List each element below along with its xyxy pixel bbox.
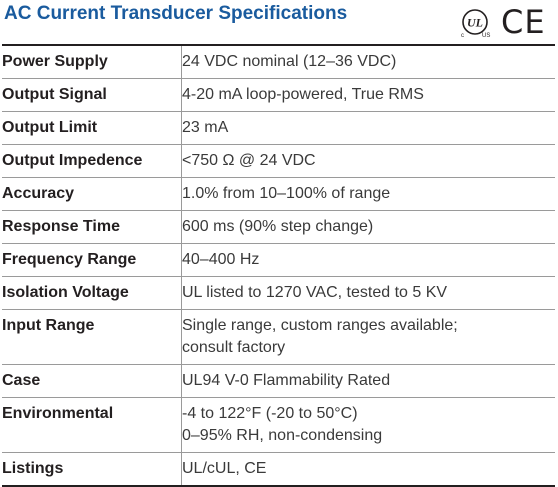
spec-label: Frequency Range (2, 251, 137, 268)
spec-row: Environmental -4 to 122°F (-20 to 50°C) 0… (2, 397, 555, 453)
spec-label: Case (2, 372, 41, 389)
spec-value-line2: consult factory (182, 339, 286, 356)
ul-mark-c: c (461, 33, 464, 38)
spec-value-cell: 4-20 mA loop-powered, True RMS (181, 78, 555, 112)
ce-mark-letters: CE (501, 5, 546, 37)
spec-label-cell: Output Limit (2, 111, 182, 145)
spec-label: Output Impedence (2, 152, 143, 169)
spec-label-cell: Frequency Range (2, 243, 182, 277)
spec-label: Input Range (2, 317, 95, 334)
ul-mark-us: US (482, 33, 490, 38)
ce-mark-icon: CE (501, 5, 546, 37)
spec-value-cell: UL/cUL, CE (182, 453, 556, 487)
spec-row: Output Signal 4-20 mA loop-powered, True… (2, 78, 555, 112)
ul-listing-mark-icon: UL c US (461, 9, 490, 38)
spec-row: Listings UL/cUL, CE (2, 452, 556, 487)
spec-value-cell: 40–400 Hz (181, 243, 555, 277)
spec-value-cell: 600 ms (90% step change) (181, 210, 555, 244)
spec-value: UL94 V-0 Flammability Rated (182, 372, 391, 389)
spec-label: Listings (2, 460, 64, 477)
ul-mark-letters: UL (467, 16, 483, 30)
spec-value-cell: UL listed to 1270 VAC, tested to 5 KV (181, 276, 555, 310)
spec-label: Isolation Voltage (2, 284, 129, 301)
spec-value: Single range, custom ranges available; (182, 317, 458, 334)
spec-label-cell: Environmental (2, 397, 182, 453)
spec-value: UL listed to 1270 VAC, tested to 5 KV (182, 284, 448, 301)
spec-label-cell: Input Range (2, 309, 182, 365)
spec-label: Output Limit (2, 119, 98, 136)
spec-row: Input Range Single range, custom ranges … (2, 309, 555, 365)
spec-row: Frequency Range 40–400 Hz (2, 243, 555, 277)
spec-label: Power Supply (2, 53, 108, 70)
spec-row: Case UL94 V-0 Flammability Rated (2, 364, 555, 398)
spec-value-cell: 1.0% from 10–100% of range (181, 177, 555, 211)
spec-label-cell: Case (2, 364, 182, 398)
spec-label-cell: Output Signal (2, 78, 182, 112)
page-title: AC Current Transducer Specifications (4, 3, 348, 24)
spec-label: Response Time (2, 218, 120, 235)
spec-value: 1.0% from 10–100% of range (182, 185, 391, 202)
spec-label-cell: Output Impedence (2, 144, 182, 178)
spec-value-cell: UL94 V-0 Flammability Rated (181, 364, 555, 398)
spec-label-cell: Listings (2, 452, 182, 486)
spec-label: Environmental (2, 405, 114, 422)
spec-value: 24 VDC nominal (12–36 VDC) (182, 53, 397, 70)
spec-row: Isolation Voltage UL listed to 1270 VAC,… (2, 276, 555, 310)
spec-label-cell: Response Time (2, 210, 182, 244)
spec-value: 40–400 Hz (182, 251, 260, 268)
spec-value-line2: 0–95% RH, non-condensing (182, 427, 383, 444)
spec-value-cell: <750 Ω @ 24 VDC (181, 144, 555, 178)
spec-value: -4 to 122°F (-20 to 50°C) (182, 405, 358, 422)
spec-label-cell: Isolation Voltage (2, 276, 182, 310)
spec-value: UL/cUL, CE (182, 460, 267, 477)
spec-row: Accuracy 1.0% from 10–100% of range (2, 177, 555, 211)
spec-value-cell: Single range, custom ranges available; co… (181, 309, 555, 365)
spec-value: 4-20 mA loop-powered, True RMS (182, 86, 424, 103)
spec-row: Output Impedence <750 Ω @ 24 VDC (2, 144, 555, 178)
spec-value: 23 mA (182, 119, 229, 136)
spec-row: Response Time 600 ms (90% step change) (2, 210, 555, 244)
spec-label: Accuracy (2, 185, 75, 202)
spec-label: Output Signal (2, 86, 107, 103)
specifications-table: Power Supply 24 VDC nominal (12–36 VDC) … (2, 44, 555, 487)
spec-row: Output Limit 23 mA (2, 111, 555, 145)
spec-value: 600 ms (90% step change) (182, 218, 374, 235)
spec-row: Power Supply 24 VDC nominal (12–36 VDC) (2, 45, 555, 79)
spec-value-cell: 24 VDC nominal (12–36 VDC) (181, 45, 555, 79)
spec-label-cell: Power Supply (2, 45, 182, 79)
spec-value-cell: -4 to 122°F (-20 to 50°C) 0–95% RH, non-c… (181, 397, 555, 453)
spec-value-cell: 23 mA (181, 111, 555, 145)
spec-label-cell: Accuracy (2, 177, 182, 211)
spec-value: <750 Ω @ 24 VDC (182, 152, 316, 169)
